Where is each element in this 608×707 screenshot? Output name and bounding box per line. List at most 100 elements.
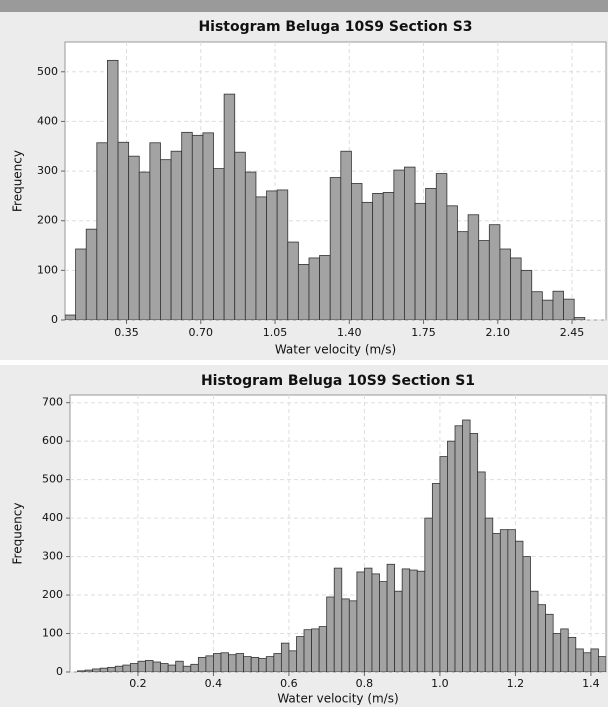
bar	[235, 653, 245, 672]
x-axis-title: Water velocity (m/s)	[277, 692, 398, 706]
bar	[372, 193, 384, 320]
x-tick-label: 0.35	[114, 326, 139, 339]
image-strip	[0, 0, 608, 12]
bar	[128, 155, 140, 320]
bar	[431, 483, 441, 672]
bar	[308, 257, 320, 320]
bar	[181, 131, 193, 320]
y-tick-label: 400	[37, 114, 58, 127]
bar	[382, 192, 395, 320]
bar	[152, 661, 161, 672]
bar	[333, 567, 343, 672]
y-tick-label: 300	[37, 164, 58, 177]
y-axis-title: Frequency	[11, 503, 25, 565]
bar	[138, 171, 151, 320]
bar	[190, 663, 199, 672]
bar	[507, 529, 516, 672]
bar	[213, 653, 222, 672]
bar	[531, 291, 543, 320]
y-tick-label: 0	[56, 665, 63, 678]
y-tick-label: 100	[42, 627, 63, 640]
bar	[273, 653, 282, 672]
bar	[213, 168, 225, 320]
bar	[537, 604, 547, 672]
chart-title: Histogram Beluga 10S9 Section S3	[198, 19, 472, 35]
y-tick-label: 0	[51, 313, 58, 326]
bar	[356, 571, 365, 672]
bar	[296, 636, 305, 672]
bar	[401, 568, 411, 672]
bar	[228, 654, 237, 672]
bar	[348, 600, 358, 672]
bar	[414, 202, 427, 320]
bar	[425, 188, 437, 320]
bar	[541, 299, 554, 320]
y-tick-label: 700	[42, 396, 63, 409]
bar	[341, 598, 350, 672]
bar	[170, 150, 183, 320]
x-tick-label: 0.2	[129, 677, 147, 690]
bar	[340, 150, 352, 320]
bar	[454, 425, 463, 672]
bar	[416, 570, 426, 672]
bar	[515, 540, 524, 672]
bar	[520, 269, 533, 320]
bar	[149, 142, 161, 320]
bar	[107, 666, 116, 672]
y-tick-label: 200	[42, 588, 63, 601]
bar	[499, 529, 509, 672]
bar	[393, 169, 405, 320]
bar	[197, 656, 207, 672]
bar	[297, 263, 310, 320]
bar	[424, 517, 433, 672]
chart-title: Histogram Beluga 10S9 Section S1	[201, 373, 475, 389]
bar	[311, 628, 320, 672]
bar	[145, 660, 154, 672]
bar	[590, 648, 599, 672]
bar	[77, 670, 86, 672]
y-tick-label: 500	[42, 473, 63, 486]
bar	[582, 652, 592, 672]
bar	[510, 257, 522, 320]
bar	[477, 471, 486, 672]
y-tick-label: 300	[42, 550, 63, 563]
bar	[122, 664, 131, 672]
bar	[386, 563, 396, 672]
bar	[573, 317, 586, 320]
bar	[530, 590, 539, 672]
x-tick-label: 1.4	[582, 677, 600, 690]
x-tick-label: 0.8	[356, 677, 374, 690]
bar	[175, 660, 184, 672]
bar	[244, 171, 257, 320]
x-tick-label: 0.4	[205, 677, 223, 690]
bar	[276, 189, 289, 320]
bar	[394, 590, 403, 672]
bar	[462, 419, 471, 672]
bar	[117, 141, 130, 320]
bar	[545, 613, 554, 672]
bar	[182, 665, 192, 672]
bar	[409, 569, 418, 672]
bar	[478, 240, 490, 320]
bar	[92, 668, 101, 672]
bar	[250, 656, 260, 672]
bar	[114, 665, 124, 672]
y-tick-label: 100	[37, 263, 58, 276]
bar	[488, 224, 501, 320]
bar	[329, 177, 342, 320]
bar	[351, 183, 363, 320]
x-tick-label: 1.2	[507, 677, 525, 690]
bar	[265, 656, 275, 672]
bar	[492, 533, 501, 672]
bar	[469, 433, 479, 672]
x-tick-label: 1.0	[431, 677, 449, 690]
bar	[205, 655, 214, 672]
bar	[266, 190, 278, 320]
bar	[319, 255, 331, 320]
bar	[75, 248, 87, 320]
bar	[598, 656, 606, 672]
y-axis-title: Frequency	[11, 150, 25, 212]
bar	[439, 456, 448, 672]
bar	[326, 596, 335, 672]
